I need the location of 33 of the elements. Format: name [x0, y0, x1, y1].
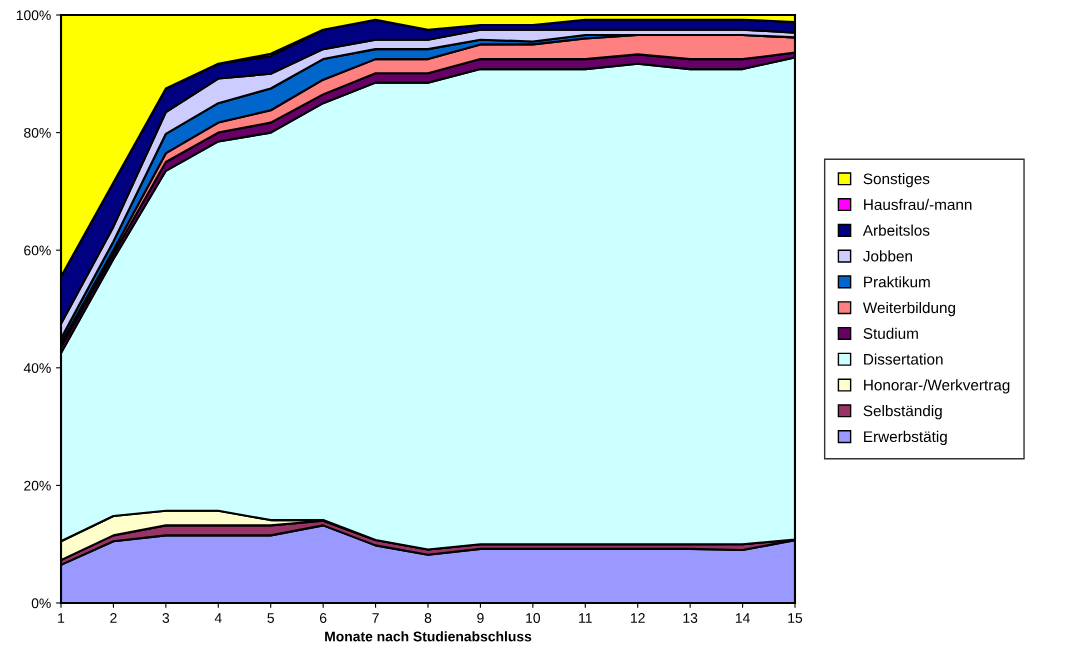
x-tick-label: 10 [526, 613, 541, 623]
y-tick-label: 80% [24, 127, 51, 138]
legend-label: Honorar-/Werkvertrag [864, 379, 1010, 394]
legend-label: Weiterbildung [862, 301, 956, 317]
legend-label: Dissertation [864, 353, 943, 365]
legend-label: Arbeitslos [862, 224, 930, 236]
x-tick-label: 2 [110, 613, 117, 623]
legend-label: Praktikum [864, 276, 930, 288]
x-tick-label: 15 [788, 613, 803, 623]
y-tick-label: 20% [24, 480, 51, 491]
x-tick-label: 11 [579, 613, 592, 623]
x-tick-label: 4 [214, 613, 222, 623]
x-tick-label: 7 [372, 613, 379, 623]
x-tick-label: 12 [631, 613, 645, 623]
legend-label: Selbständig [863, 405, 942, 420]
x-tick-label: 9 [477, 613, 484, 623]
x-tick-label: 6 [319, 613, 327, 623]
x-axis-title: Monate nach Studienabschluss [325, 631, 532, 642]
x-tick-label: 13 [683, 613, 698, 623]
y-tick-label: 100% [16, 10, 51, 21]
x-tick-label: 8 [424, 613, 432, 623]
x-tick-label: 3 [162, 613, 170, 623]
legend-label: Sonstiges [863, 173, 930, 188]
legend-label: Jobben [863, 250, 912, 262]
legend-label: Erwerbstätig [864, 430, 947, 446]
x-tick-label: 1 [58, 613, 65, 623]
x-tick-label: 5 [267, 613, 274, 623]
y-tick-label: 60% [24, 245, 51, 256]
y-tick-label: 0% [31, 598, 51, 609]
legend-label: Hausfrau/-mann [864, 198, 972, 211]
legend-label: Studium [863, 327, 918, 339]
x-tick-label: 14 [735, 613, 750, 623]
y-tick-label: 40% [23, 363, 51, 373]
